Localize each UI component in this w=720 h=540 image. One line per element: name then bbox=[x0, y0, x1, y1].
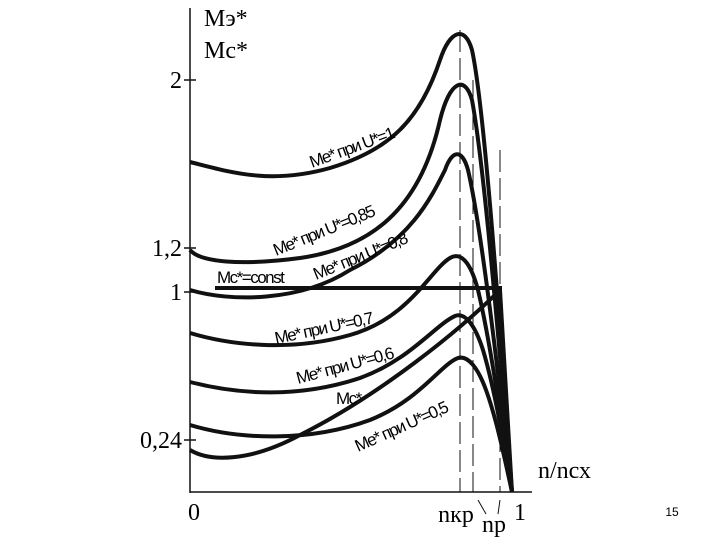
curve bbox=[188, 82, 514, 493]
y-tick-label: 1,2 bbox=[152, 236, 182, 262]
y-label: Mэ* bbox=[204, 6, 248, 32]
curve-label: Mс*=const bbox=[217, 268, 285, 287]
x-tick-label: 1 bbox=[514, 500, 526, 526]
curves bbox=[188, 32, 514, 493]
y-label: Mс* bbox=[204, 38, 248, 64]
slide-number: 15 bbox=[665, 505, 679, 519]
pointer bbox=[497, 499, 501, 515]
curve-mc bbox=[498, 289, 514, 493]
y-tick-label: 1 bbox=[170, 280, 182, 306]
x-mark-label: nкр bbox=[438, 502, 474, 528]
curve bbox=[189, 355, 514, 493]
curve-label: Mе* при U*=1 bbox=[307, 123, 397, 171]
y-tick-label: 2 bbox=[170, 68, 182, 94]
pointer bbox=[477, 499, 487, 515]
curve-label: Mс* bbox=[336, 389, 363, 408]
curve bbox=[189, 32, 514, 493]
x-label: n/nсх bbox=[538, 458, 591, 484]
curve bbox=[189, 152, 514, 493]
curve-label: Mе* при U*=0,5 bbox=[352, 397, 451, 455]
x-tick-label: 0 bbox=[188, 500, 200, 526]
y-tick-label: 0,24 bbox=[140, 428, 182, 454]
x-mark-label: nр bbox=[482, 512, 506, 538]
curve-mc bbox=[188, 288, 502, 460]
curve bbox=[189, 254, 514, 493]
curve bbox=[189, 313, 514, 493]
